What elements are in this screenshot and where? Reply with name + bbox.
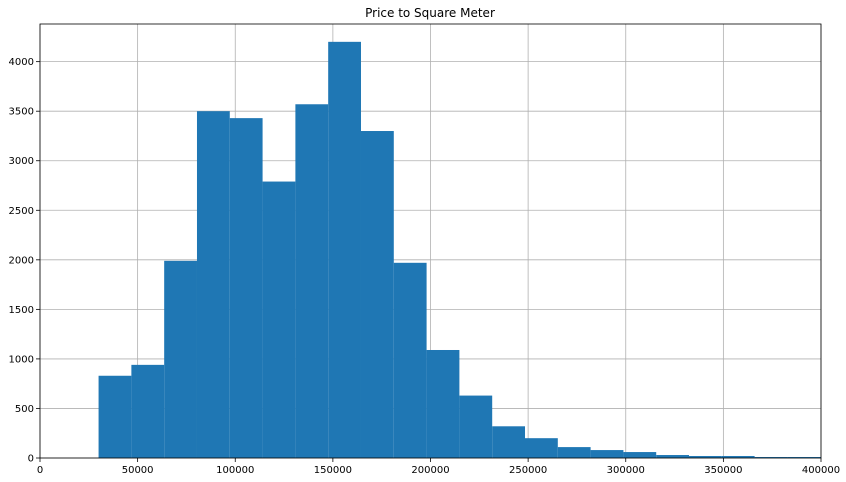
- histogram-bar: [426, 349, 460, 458]
- histogram-bar: [721, 456, 755, 458]
- histogram-bar: [393, 262, 427, 458]
- x-tick-label: 150000: [314, 465, 352, 476]
- histogram-bar: [131, 364, 165, 458]
- histogram-bar: [262, 181, 296, 458]
- histogram-bar: [196, 111, 230, 458]
- histogram-bar: [787, 457, 821, 458]
- histogram-bar: [295, 104, 329, 458]
- y-tick-label: 2500: [9, 206, 34, 217]
- histogram-bar: [623, 452, 657, 458]
- histogram-bar: [689, 456, 722, 458]
- chart-title: Price to Square Meter: [365, 6, 495, 20]
- y-tick-label: 3500: [9, 107, 34, 118]
- y-tick-label: 3000: [9, 156, 34, 167]
- x-tick-label: 100000: [216, 465, 254, 476]
- histogram-bar: [492, 426, 526, 458]
- histogram-bar: [590, 450, 624, 458]
- y-tick-label: 4000: [9, 57, 34, 68]
- histogram-bar: [328, 41, 361, 458]
- histogram-bar: [557, 447, 591, 458]
- y-tick-label: 1000: [9, 354, 34, 365]
- x-tick-label: 300000: [607, 465, 645, 476]
- x-tick-label: 350000: [704, 465, 742, 476]
- histogram-bar: [754, 457, 788, 458]
- bars-layer: [98, 41, 821, 459]
- y-tick-label: 2000: [9, 255, 34, 266]
- x-tick-label: 250000: [509, 465, 547, 476]
- x-tick-label: 400000: [802, 465, 840, 476]
- histogram-bar: [164, 260, 197, 458]
- histogram-bar: [525, 438, 558, 458]
- histogram-bar: [459, 395, 493, 458]
- y-tick-label: 0: [28, 454, 34, 465]
- y-tick-label: 500: [15, 404, 34, 415]
- histogram-bar: [229, 118, 263, 459]
- x-tick-label: 50000: [122, 465, 154, 476]
- histogram-bar: [656, 455, 690, 458]
- x-tick-label: 200000: [411, 465, 449, 476]
- histogram-bar: [360, 131, 394, 458]
- axes-layer: 0 50000 100000 150000 200000 250000 300000 3500…: [9, 23, 840, 476]
- y-tick-label: 1500: [9, 305, 34, 316]
- x-tick-label: 0: [37, 465, 43, 476]
- histogram-bar: [98, 375, 132, 458]
